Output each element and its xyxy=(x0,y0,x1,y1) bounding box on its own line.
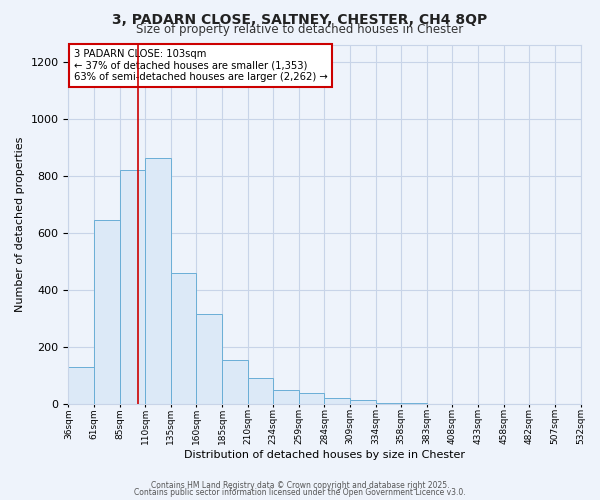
Bar xyxy=(299,392,325,404)
Text: Contains public sector information licensed under the Open Government Licence v3: Contains public sector information licen… xyxy=(134,488,466,497)
Bar xyxy=(171,273,196,404)
Bar xyxy=(273,390,299,404)
Bar xyxy=(248,378,273,404)
Bar xyxy=(94,220,119,404)
Bar xyxy=(68,367,94,404)
Text: 3 PADARN CLOSE: 103sqm
← 37% of detached houses are smaller (1,353)
63% of semi-: 3 PADARN CLOSE: 103sqm ← 37% of detached… xyxy=(74,48,327,82)
Bar xyxy=(119,170,145,404)
Bar xyxy=(350,400,376,404)
Bar xyxy=(325,398,350,404)
X-axis label: Distribution of detached houses by size in Chester: Distribution of detached houses by size … xyxy=(184,450,465,460)
Bar xyxy=(145,158,171,404)
Bar xyxy=(222,360,248,404)
Bar xyxy=(196,314,222,404)
Text: Contains HM Land Registry data © Crown copyright and database right 2025.: Contains HM Land Registry data © Crown c… xyxy=(151,480,449,490)
Y-axis label: Number of detached properties: Number of detached properties xyxy=(15,137,25,312)
Text: 3, PADARN CLOSE, SALTNEY, CHESTER, CH4 8QP: 3, PADARN CLOSE, SALTNEY, CHESTER, CH4 8… xyxy=(112,12,488,26)
Text: Size of property relative to detached houses in Chester: Size of property relative to detached ho… xyxy=(136,22,464,36)
